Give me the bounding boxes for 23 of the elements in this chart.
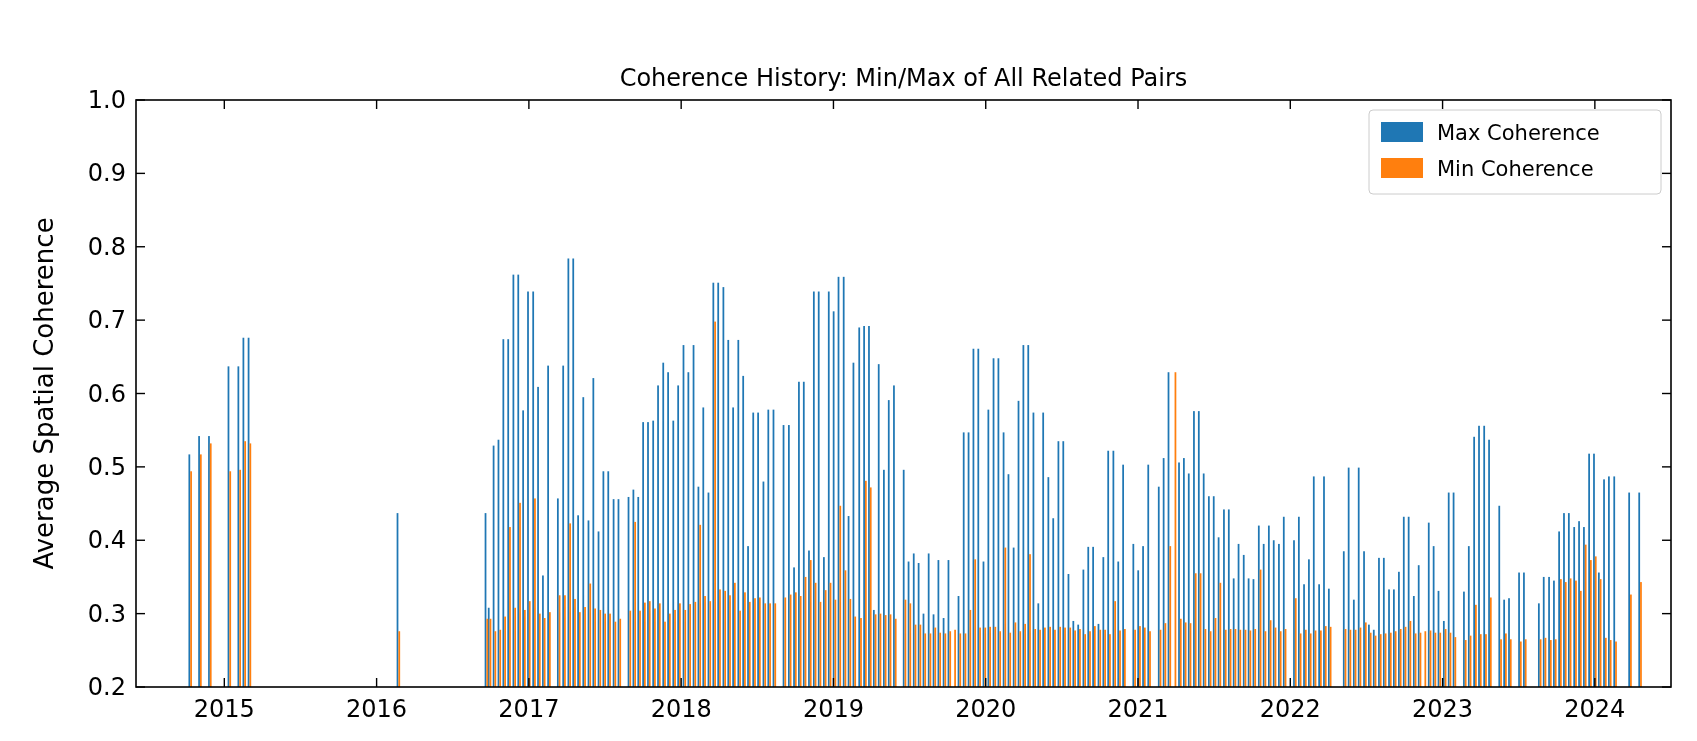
y-tick-label: 0.5 [87, 452, 126, 481]
legend-label: Max Coherence [1437, 121, 1600, 145]
x-tick-label: 2024 [1564, 695, 1626, 723]
x-tick-label: 2017 [498, 695, 560, 723]
chart-title: Coherence History: Min/Max of All Related Pairs [619, 64, 1188, 92]
x-tick-label: 2022 [1259, 695, 1321, 723]
x-tick-label: 2020 [955, 695, 1017, 723]
x-tick-label: 2016 [346, 695, 408, 723]
y-tick-label: 0.7 [87, 306, 126, 335]
x-tick-label: 2015 [193, 695, 255, 723]
y-tick-label: 0.6 [87, 379, 126, 408]
y-tick-label: 0.4 [87, 526, 126, 555]
x-tick-label: 2023 [1412, 695, 1474, 723]
y-tick-label: 0.2 [87, 673, 126, 701]
y-tick-label: 1.0 [87, 86, 126, 114]
legend-label: Min Coherence [1437, 157, 1594, 181]
y-axis-title: Average Spatial Coherence [29, 217, 59, 570]
x-tick-label: 2021 [1107, 695, 1169, 723]
y-tick-label: 0.3 [87, 599, 126, 628]
x-tick-label: 2018 [650, 695, 712, 723]
y-tick-label: 0.8 [87, 232, 126, 261]
x-tick-label: 2019 [802, 695, 864, 723]
y-tick-label: 0.9 [87, 159, 126, 188]
